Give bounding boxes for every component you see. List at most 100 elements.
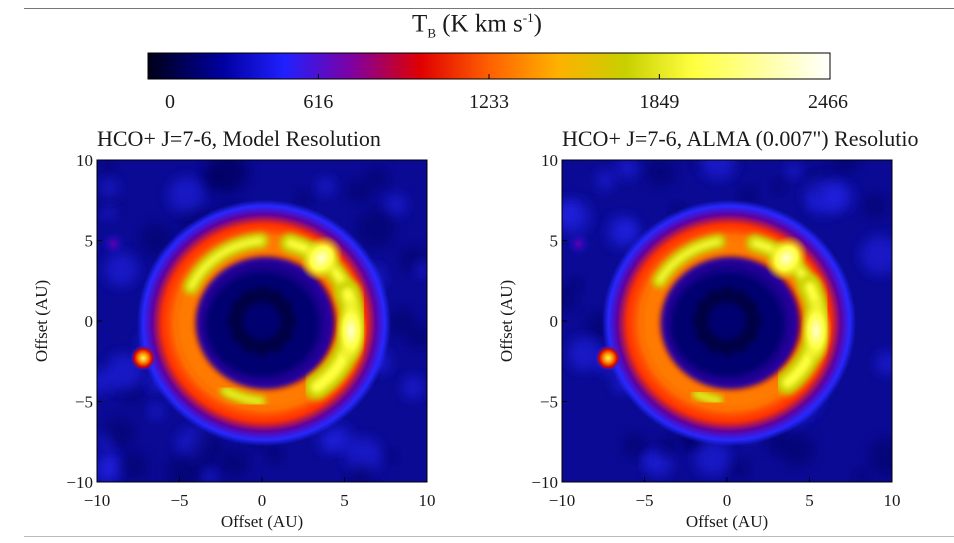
noise-speckle xyxy=(863,193,888,218)
noise-speckle xyxy=(265,445,284,464)
x-tick-label: 0 xyxy=(258,491,267,510)
colorbar-title-unit: (K km s xyxy=(435,10,523,38)
cavity-speckle xyxy=(280,313,297,329)
x-tick-label: −10 xyxy=(549,491,576,510)
x-tick-label: −5 xyxy=(170,491,188,510)
colorbar-title-close: ) xyxy=(533,10,542,38)
noise-speckle xyxy=(101,204,117,219)
noise-speckle xyxy=(387,308,416,338)
cavity-speckle xyxy=(696,326,713,343)
noise-speckle xyxy=(165,454,204,482)
faint-knot xyxy=(101,231,126,256)
noise-speckle xyxy=(875,351,892,375)
x-tick-label: −5 xyxy=(635,491,653,510)
x-tick-label: 10 xyxy=(419,491,436,510)
noise-speckle xyxy=(823,182,854,212)
colorbar-tick-label: 616 xyxy=(303,91,333,113)
noise-speckle xyxy=(383,449,398,464)
ring-bright-arc-core xyxy=(695,392,720,402)
colorbar-title: TB (K km s-1) xyxy=(0,10,954,41)
noise-speckle xyxy=(860,235,892,275)
noise-speckle xyxy=(694,440,731,476)
ring-cavity xyxy=(671,274,783,376)
cavity-speckle xyxy=(227,313,244,329)
noise-speckle xyxy=(97,459,121,482)
colorbar-title-sub: B xyxy=(427,25,436,41)
x-tick-label: −10 xyxy=(84,491,111,510)
cavity-speckle xyxy=(705,290,722,307)
noise-speckle xyxy=(220,448,250,478)
noise-speckle xyxy=(408,325,427,349)
cavity-speckle xyxy=(741,326,758,343)
noise-speckle xyxy=(414,261,427,278)
noise-speckle xyxy=(401,375,425,400)
noise-speckle xyxy=(148,403,165,419)
heatmap-image xyxy=(97,160,427,482)
hot-spot xyxy=(765,235,808,282)
compact-source xyxy=(130,345,157,372)
ring-bright-arc-core xyxy=(223,388,263,404)
noise-speckle xyxy=(356,209,396,249)
y-tick-label: 0 xyxy=(85,312,94,331)
y-axis-label: Offset (AU) xyxy=(32,280,51,362)
panels: HCO+ J=7-6, Model Resolution −10 10 −5 5 0 0 5 −… xyxy=(32,126,918,531)
cavity-speckle xyxy=(267,290,284,307)
noise-speckle xyxy=(202,469,217,482)
panel-title: HCO+ J=7-6, Model Resolution xyxy=(97,126,381,151)
colorbar-tick-label: 0 xyxy=(165,91,175,113)
noise-speckle xyxy=(780,432,815,467)
cavity-speckle xyxy=(276,299,293,316)
cavity-speckle xyxy=(231,326,248,343)
noise-speckle xyxy=(317,430,341,454)
noise-speckle xyxy=(98,178,120,201)
cavity-speckle xyxy=(732,335,749,352)
noise-speckle xyxy=(646,160,675,187)
noise-speckle xyxy=(785,162,802,179)
x-tick-label: 5 xyxy=(805,491,814,510)
colorbar-tick-label: 1849 xyxy=(639,91,679,113)
ring-bright-arc-core xyxy=(188,237,264,290)
colorbar-title-sup: -1 xyxy=(522,10,534,25)
y-tick-label: 10 xyxy=(541,151,558,170)
noise-speckle xyxy=(562,202,579,223)
noise-speckle xyxy=(316,177,335,196)
cavity-speckle xyxy=(240,290,257,307)
x-tick-label: 0 xyxy=(723,491,732,510)
noise-speckle xyxy=(99,160,116,174)
faint-knot xyxy=(566,231,591,256)
noise-speckle xyxy=(295,190,312,207)
x-tick-label: 10 xyxy=(884,491,901,510)
y-tick-label: −5 xyxy=(540,393,558,412)
cavity-speckle xyxy=(276,326,293,343)
cavity-speckle xyxy=(705,335,722,352)
noise-speckle xyxy=(190,431,224,466)
noise-speckle xyxy=(853,468,869,482)
noise-speckle xyxy=(868,437,892,478)
noise-speckle xyxy=(562,285,578,311)
noise-speckle xyxy=(567,336,602,371)
hot-spot xyxy=(335,296,368,365)
cavity-speckle xyxy=(231,299,248,316)
x-tick-label: 5 xyxy=(340,491,349,510)
y-tick-label: −5 xyxy=(75,393,93,412)
noise-speckle xyxy=(208,160,244,190)
heatmap-panel-1: HCO+ J=7-6, Model Resolution −10 10 −5 5 0 0 5 −… xyxy=(32,126,436,531)
noise-speckle xyxy=(616,160,639,179)
colorbar-title-main: T xyxy=(412,10,428,38)
ring-cavity xyxy=(206,274,318,376)
noise-speckle xyxy=(346,178,371,204)
x-axis-label: Offset (AU) xyxy=(686,512,768,531)
y-tick-label: −10 xyxy=(531,473,558,492)
y-tick-label: 0 xyxy=(550,312,559,331)
cavity-speckle xyxy=(254,339,270,356)
colorbar-tick-label: 2466 xyxy=(808,91,848,113)
y-tick-label: −10 xyxy=(66,473,93,492)
y-tick-label: 5 xyxy=(550,232,559,251)
noise-speckle xyxy=(104,252,139,287)
cavity-speckle xyxy=(692,313,709,329)
y-axis-label: Offset (AU) xyxy=(497,280,516,362)
y-tick-label: 10 xyxy=(76,151,93,170)
cavity-speckle xyxy=(719,339,735,356)
